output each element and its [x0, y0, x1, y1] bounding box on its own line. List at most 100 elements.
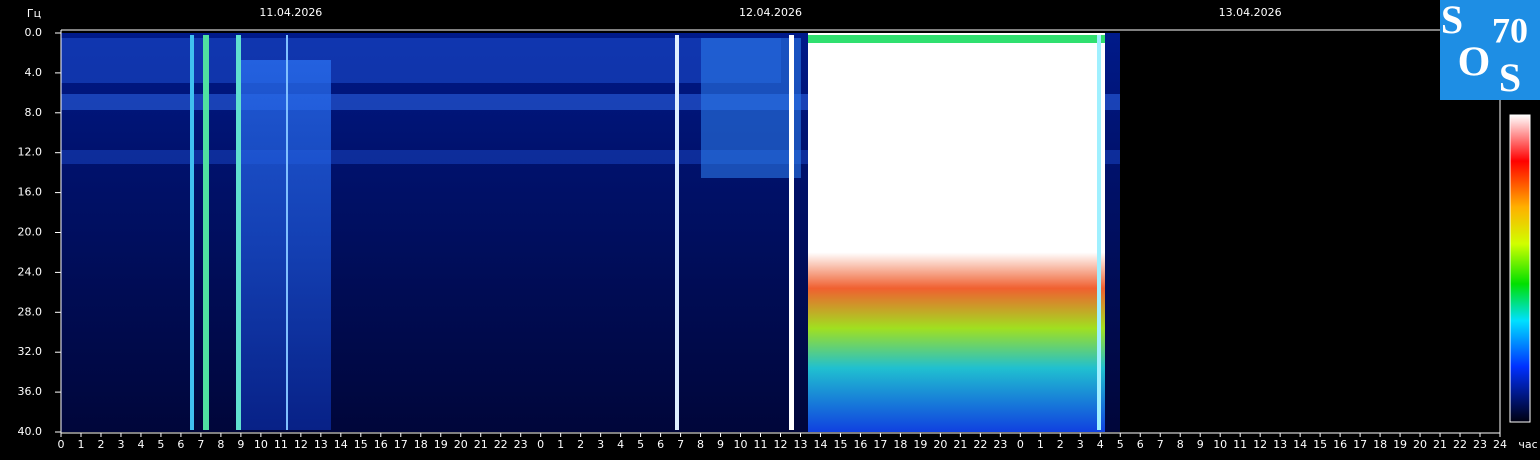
- logo-box: [1440, 0, 1540, 100]
- x-tick-label: 6: [177, 438, 184, 451]
- y-tick-label: 8.0: [25, 106, 43, 119]
- x-tick-label: 21: [953, 438, 967, 451]
- x-tick-label: 13: [793, 438, 807, 451]
- x-tick-label: 21: [474, 438, 488, 451]
- spectrogram-line: [1097, 35, 1101, 430]
- y-axis-label: Гц: [27, 7, 41, 20]
- x-tick-label: 3: [117, 438, 124, 451]
- y-tick-label: 24.0: [18, 265, 43, 278]
- y-tick-label: 40.0: [18, 425, 43, 438]
- logo-letter: 70: [1492, 10, 1528, 50]
- x-tick-label: 4: [617, 438, 624, 451]
- x-tick-label: 9: [1197, 438, 1204, 451]
- date-label: 11.04.2026: [259, 6, 322, 19]
- x-tick-label: 8: [217, 438, 224, 451]
- y-tick-label: 16.0: [18, 186, 43, 199]
- spectrogram-band: [61, 38, 781, 83]
- x-tick-label: 14: [334, 438, 348, 451]
- x-tick-label: 19: [434, 438, 448, 451]
- x-tick-label: 11: [1233, 438, 1247, 451]
- x-tick-label: 15: [833, 438, 847, 451]
- color-bar: [1509, 114, 1531, 423]
- x-tick-label: 13: [1273, 438, 1287, 451]
- x-tick-label: 0: [537, 438, 544, 451]
- x-tick-label: 17: [873, 438, 887, 451]
- spectrogram-line: [190, 35, 194, 430]
- spectrogram-line: [236, 35, 241, 430]
- x-tick-label: 24: [1493, 438, 1507, 451]
- x-tick-label: 7: [197, 438, 204, 451]
- x-tick-label: 17: [394, 438, 408, 451]
- x-tick-label: 2: [1057, 438, 1064, 451]
- x-tick-label: 0: [1017, 438, 1024, 451]
- y-tick-label: 32.0: [18, 345, 43, 358]
- y-tick-label: 12.0: [18, 146, 43, 159]
- x-tick-label: 19: [1393, 438, 1407, 451]
- date-label: 12.04.2026: [739, 6, 802, 19]
- x-tick-label: 14: [1293, 438, 1307, 451]
- x-tick-label: 5: [1117, 438, 1124, 451]
- x-tick-label: 14: [813, 438, 827, 451]
- spectrogram-line: [675, 35, 679, 430]
- x-tick-label: 10: [1213, 438, 1227, 451]
- logo-letter: O: [1458, 40, 1491, 86]
- x-tick-label: 22: [1453, 438, 1467, 451]
- x-tick-label: 22: [973, 438, 987, 451]
- spectrogram-line: [203, 35, 209, 430]
- x-axis-label: час: [1518, 438, 1537, 451]
- x-tick-label: 6: [657, 438, 664, 451]
- x-tick-label: 5: [637, 438, 644, 451]
- x-tick-label: 11: [274, 438, 288, 451]
- x-tick-label: 4: [137, 438, 144, 451]
- x-tick-label: 19: [913, 438, 927, 451]
- x-tick-label: 22: [494, 438, 508, 451]
- x-tick-label: 16: [1333, 438, 1347, 451]
- x-tick-label: 12: [1253, 438, 1267, 451]
- x-tick-label: 17: [1353, 438, 1367, 451]
- x-tick-label: 13: [314, 438, 328, 451]
- y-tick-label: 20.0: [18, 226, 43, 239]
- x-tick-label: 23: [993, 438, 1007, 451]
- y-tick-label: 0.0: [25, 26, 43, 39]
- x-tick-label: 11: [754, 438, 768, 451]
- spectrogram-region: [808, 33, 1105, 432]
- x-tick-label: 12: [774, 438, 788, 451]
- x-tick-label: 4: [1097, 438, 1104, 451]
- x-tick-label: 5: [157, 438, 164, 451]
- y-tick-label: 4.0: [25, 66, 43, 79]
- x-tick-label: 3: [1077, 438, 1084, 451]
- spectrogram-band: [808, 35, 1105, 43]
- x-tick-label: 10: [254, 438, 268, 451]
- x-tick-label: 0: [58, 438, 65, 451]
- x-tick-label: 9: [237, 438, 244, 451]
- x-tick-label: 2: [97, 438, 104, 451]
- x-tick-label: 20: [1413, 438, 1427, 451]
- x-tick-label: 23: [514, 438, 528, 451]
- logo-letter: S: [1441, 0, 1463, 42]
- x-tick-label: 10: [734, 438, 748, 451]
- x-tick-label: 1: [557, 438, 564, 451]
- x-tick-label: 18: [414, 438, 428, 451]
- x-tick-label: 7: [1157, 438, 1164, 451]
- x-tick-label: 1: [77, 438, 84, 451]
- x-tick-label: 8: [697, 438, 704, 451]
- spectrogram: [61, 33, 1120, 432]
- x-tick-label: 3: [597, 438, 604, 451]
- x-tick-label: 16: [853, 438, 867, 451]
- x-tick-label: 20: [933, 438, 947, 451]
- y-tick-label: 36.0: [18, 385, 43, 398]
- x-tick-label: 20: [454, 438, 468, 451]
- y-tick-label: 28.0: [18, 305, 43, 318]
- spectrogram-region: [237, 60, 331, 430]
- x-tick-label: 8: [1177, 438, 1184, 451]
- x-tick-label: 21: [1433, 438, 1447, 451]
- spectrogram-line: [286, 35, 288, 430]
- logo-letter: S: [1499, 55, 1521, 100]
- x-tick-label: 23: [1473, 438, 1487, 451]
- spectrogram-region: [701, 38, 801, 178]
- x-tick-label: 16: [374, 438, 388, 451]
- x-tick-label: 1: [1037, 438, 1044, 451]
- x-tick-label: 9: [717, 438, 724, 451]
